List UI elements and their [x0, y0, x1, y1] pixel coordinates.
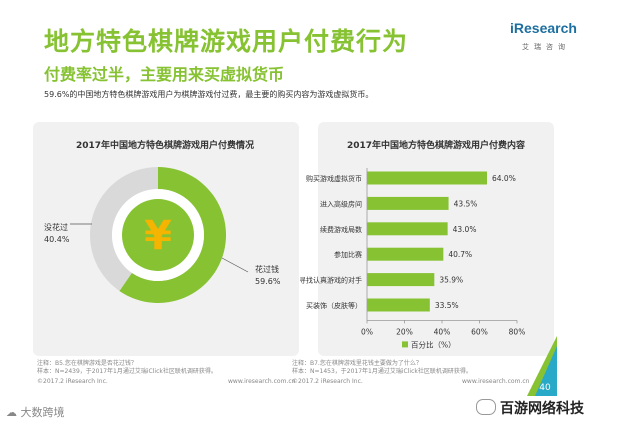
bar-x-tick-label-0: 0% [361, 327, 373, 336]
slide-title: 地方特色棋牌游戏用户付费行为 [44, 27, 409, 56]
donut-slice-0 [119, 167, 226, 303]
bar-5 [367, 298, 430, 312]
bar-legend-label: 百分比（%） [411, 339, 456, 349]
donut-label-0: 花过钱 [255, 264, 279, 274]
right-copyright: ©2017.2 iResearch Inc. [292, 378, 363, 385]
wechat-icon [476, 399, 496, 415]
bar-2 [367, 222, 448, 236]
right-site: www.iresearch.com.cn [462, 378, 530, 385]
left-sample: 样本：N=2439，于2017年1月通过艾瑞iClick社区联机调研获得。 [37, 368, 217, 375]
footer-right-text: 百游网络科技 [500, 401, 584, 417]
bar-value-label-4: 35.9% [439, 276, 463, 285]
bar-chart: 购买游戏虚拟货币 64.0% 进入高级房间 43.5% 续费游戏局数 43.0% 参加比赛 4… [300, 168, 526, 349]
donut-center-circle [122, 199, 194, 271]
left-copyright: ©2017.2 iResearch Inc. [37, 378, 108, 385]
footer-watermark-left: ☁ 大数跨境 [6, 404, 65, 420]
donut-value-0: 59.6% [255, 277, 281, 286]
bar-value-label-5: 33.5% [435, 301, 459, 310]
donut-chart-title: 2017年中国地方特色棋牌游戏用户付费情况 [75, 141, 255, 151]
page-number: 40 [539, 383, 551, 393]
footer-left-text: 大数跨境 [20, 406, 65, 419]
bar-chart-title: 2017年中国地方特色棋牌游戏用户付费内容 [346, 141, 526, 151]
slide-subtitle: 付费率过半，主要用来买虚拟货币 [44, 65, 285, 84]
left-site: www.iresearch.com.cn [228, 378, 296, 385]
donut-chart: ¥ 花过钱 59.6% 没花过 40.4% [44, 167, 281, 303]
donut-label-1: 没花过 [44, 222, 68, 232]
bar-legend-swatch [402, 341, 408, 348]
bar-category-label-0: 购买游戏虚拟货币 [306, 174, 362, 183]
bar-category-label-3: 参加比赛 [334, 250, 362, 259]
iresearch-logo: iResearch 艾瑞咨询 [510, 20, 610, 60]
bar-category-label-2: 续费游戏局数 [320, 225, 362, 234]
bar-3 [367, 247, 444, 261]
chat-icon: ☁ [6, 406, 17, 419]
donut-value-1: 40.4% [44, 235, 70, 244]
donut-leader-line-0 [221, 257, 249, 273]
bar-x-tick-label-1: 20% [396, 327, 413, 336]
bar-value-label-3: 40.7% [448, 250, 472, 259]
bar-value-label-0: 64.0% [492, 174, 516, 183]
left-note: 注释：B5.您在棋牌游戏是否花过钱？ [37, 360, 137, 367]
yuan-icon: ¥ [144, 213, 172, 259]
right-note: 注释：B7.您在棋牌游戏里花钱主要做为了什么？ [292, 360, 422, 367]
logo-text: iResearch [510, 20, 577, 36]
bar-4 [367, 273, 435, 287]
bar-category-label-1: 进入高级房间 [320, 199, 362, 208]
bar-value-label-2: 43.0% [453, 225, 477, 234]
right-sample: 样本：N=1453，于2017年1月通过艾瑞iClick社区联机调研获得。 [292, 368, 472, 375]
bar-category-label-4: 寻找认真游戏的对手 [300, 276, 362, 285]
bar-x-tick-label-2: 40% [434, 327, 451, 336]
badge-blue-triangle [535, 346, 557, 396]
footer-watermark-right: 百游网络科技 [476, 398, 584, 418]
donut-slice-1 [89, 167, 158, 292]
bar-value-label-1: 43.5% [454, 199, 478, 208]
bar-category-label-5: 买装饰（皮肤等） [306, 301, 362, 310]
slide-description: 59.6%的中国地方特色棋牌游戏用户为棋牌游戏付过费，最主要的购买内容为游戏虚拟… [44, 90, 374, 99]
bar-x-tick-label-3: 60% [471, 327, 488, 336]
bar-x-tick-label-4: 80% [509, 327, 526, 336]
bar-chart-panel [318, 122, 554, 356]
page-number-badge: 40 [527, 336, 557, 396]
logo-subtext: 艾瑞咨询 [522, 43, 570, 51]
bar-1 [367, 196, 449, 210]
bar-0 [367, 171, 487, 185]
